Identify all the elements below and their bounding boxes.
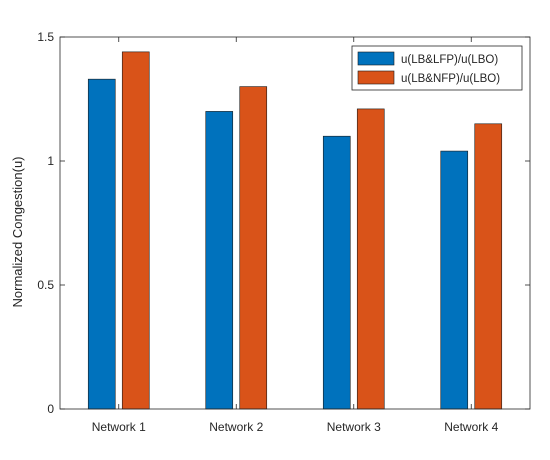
y-tick-label: 1.5	[37, 30, 54, 44]
legend: u(LB&LFP)/u(LBO) u(LB&NFP)/u(LBO)	[351, 45, 523, 91]
bar-1-2: u(LB&LFP)/u(LBO) Network 2: 1.2	[205, 111, 234, 410]
y-axis-label: Normalized Congestion(u)	[10, 156, 25, 307]
legend-swatch-1	[357, 51, 395, 66]
x-tick-label: Network 2	[209, 420, 263, 434]
bar-2-1: u(LB&NFP)/u(LBO) Network 1: 1.44	[121, 51, 150, 410]
x-tick-label: Network 1	[92, 420, 146, 434]
bar-2-2: u(LB&NFP)/u(LBO) Network 2: 1.3	[239, 86, 268, 410]
x-tick-label: Network 3	[327, 420, 381, 434]
x-tick-label: Network 4	[444, 420, 498, 434]
bar-1-4: u(LB&LFP)/u(LBO) Network 4: 1.04	[440, 150, 469, 410]
bar-1-1: u(LB&LFP)/u(LBO) Network 1: 1.33	[87, 78, 116, 410]
bar-1-3: u(LB&LFP)/u(LBO) Network 3: 1.1	[322, 135, 351, 410]
y-tick-label: 0	[47, 402, 54, 416]
axes-layer: 0 0.5 1 1.5 Network 1 Network 2 Network 3 Netwo…	[37, 30, 531, 434]
bar-2-4: u(LB&NFP)/u(LBO) Network 4: 1.15	[474, 123, 503, 410]
bars-layer: u(LB&LFP)/u(LBO) Network 1: 1.33u(LB&NFP…	[87, 51, 503, 410]
y-tick-label: 0.5	[37, 278, 54, 292]
y-tick-label: 1	[47, 154, 54, 168]
plot-frame	[59, 36, 531, 410]
legend-label-2: u(LB&NFP)/u(LBO)	[401, 73, 500, 85]
bar-2-3: u(LB&NFP)/u(LBO) Network 3: 1.21	[356, 108, 385, 410]
legend-label-1: u(LB&LFP)/u(LBO)	[401, 54, 498, 66]
legend-swatch-2	[357, 70, 395, 85]
